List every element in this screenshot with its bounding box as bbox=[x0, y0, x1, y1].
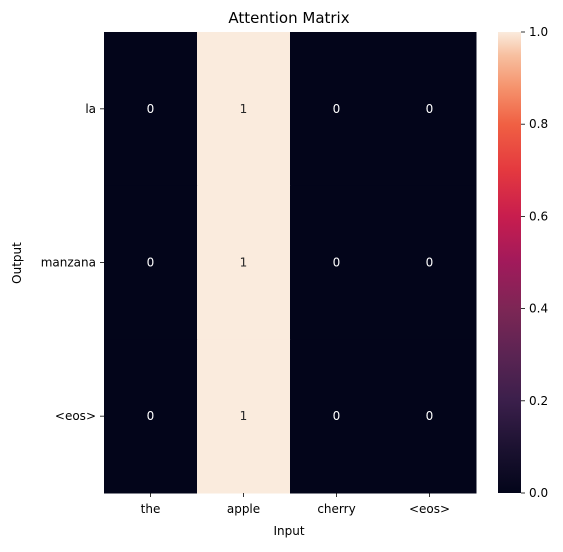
colorbar-gradient bbox=[498, 32, 521, 493]
heatmap-cell bbox=[197, 339, 291, 494]
colorbar: 0.0 0.2 0.4 0.6 0.8 1.0 bbox=[498, 25, 548, 500]
chart-title: Attention Matrix bbox=[228, 9, 349, 27]
cell-value-label: 1 bbox=[240, 409, 248, 423]
heatmap-cell bbox=[104, 32, 198, 187]
heatmap-cell bbox=[383, 185, 477, 340]
heatmap-cell bbox=[290, 32, 384, 187]
cell-value-label: 0 bbox=[426, 409, 434, 423]
heatmap-cell bbox=[290, 185, 384, 340]
x-tick-label: <eos> bbox=[409, 502, 450, 516]
colorbar-tick-label: 0.6 bbox=[529, 209, 548, 223]
colorbar-tick-label: 0.4 bbox=[529, 302, 548, 316]
heatmap-cell bbox=[197, 185, 291, 340]
x-tick-label: the bbox=[141, 502, 161, 516]
cell-value-label: 0 bbox=[147, 256, 155, 270]
heatmap-cell bbox=[197, 32, 291, 187]
cell-value-label: 0 bbox=[333, 256, 341, 270]
colorbar-tick-label: 0.0 bbox=[529, 486, 548, 500]
colorbar-ticks: 0.0 0.2 0.4 0.6 0.8 1.0 bbox=[521, 25, 548, 500]
cell-value-label: 1 bbox=[240, 102, 248, 116]
heatmap-cell bbox=[104, 185, 198, 340]
colorbar-tick-label: 1.0 bbox=[529, 25, 548, 39]
cell-value-label: 0 bbox=[426, 102, 434, 116]
cell-value-label: 0 bbox=[147, 102, 155, 116]
y-tick-label: la bbox=[85, 102, 96, 116]
cell-value-label: 0 bbox=[426, 256, 434, 270]
heatmap-cell bbox=[104, 339, 198, 494]
cell-value-label: 0 bbox=[147, 409, 155, 423]
heatmap-cell bbox=[383, 339, 477, 494]
heatmap-cell bbox=[383, 32, 477, 187]
colorbar-tick-label: 0.2 bbox=[529, 394, 548, 408]
y-axis-label: Output bbox=[10, 242, 24, 284]
y-axis-ticks: la manzana <eos> bbox=[41, 102, 104, 423]
cell-value-label: 1 bbox=[240, 256, 248, 270]
x-tick-label: cherry bbox=[317, 502, 355, 516]
x-tick-label: apple bbox=[227, 502, 260, 516]
heatmap-cells: 0 1 0 0 0 1 0 0 0 1 0 0 bbox=[104, 32, 477, 494]
x-axis-label: Input bbox=[273, 524, 304, 538]
cell-value-label: 0 bbox=[333, 102, 341, 116]
x-axis-ticks: the apple cherry <eos> bbox=[141, 493, 450, 516]
heatmap-cell bbox=[290, 339, 384, 494]
cell-value-label: 0 bbox=[333, 409, 341, 423]
y-tick-label: <eos> bbox=[55, 409, 96, 423]
colorbar-tick-label: 0.8 bbox=[529, 117, 548, 131]
y-tick-label: manzana bbox=[41, 256, 96, 270]
